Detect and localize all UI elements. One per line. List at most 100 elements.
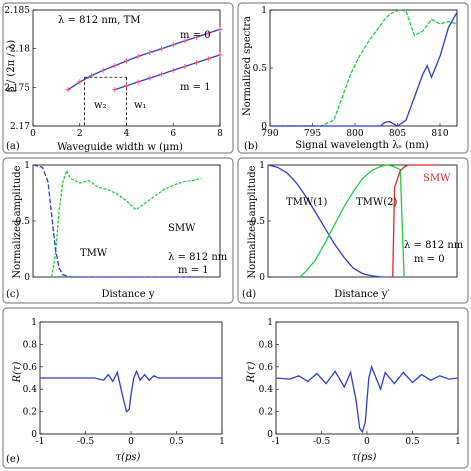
data-point-a — [112, 87, 118, 93]
panel-e-label: (e) — [6, 454, 20, 465]
x-tick-label-b: 790 — [261, 129, 278, 139]
panel-e-frame — [2, 307, 469, 469]
plot-e-right: -1 -0.5 0 0.5 1 0 0.2 0.4 0.6 0.8 1 — [259, 318, 461, 447]
y-tick-label-c: 0 — [24, 273, 30, 283]
data-point-a — [124, 83, 129, 89]
panel-c-lambda: λ = 812 nm — [168, 252, 228, 263]
series-line-c-1 — [32, 164, 202, 278]
panel-e-left-ylabel: R(τ) — [12, 361, 23, 383]
panel-c-frame — [2, 157, 234, 304]
data-point-a — [159, 71, 165, 77]
plot-e-left: -1 -0.5 0 0.5 1 0 0.2 0.4 0.6 0.8 1 — [23, 318, 225, 447]
panel-d-mode: m = 0 — [414, 254, 445, 265]
x-tick-label-e-right: 1 — [455, 437, 461, 447]
x-tick-label-a: 0 — [30, 129, 36, 139]
data-point-a — [205, 56, 211, 62]
y-tick-label-e-left: 0.6 — [23, 363, 38, 373]
y-tick-label-e-right: 1 — [267, 318, 273, 328]
data-point-a — [77, 79, 83, 85]
data-point-a — [170, 67, 176, 73]
panel-d-tmw1: TMW(1) — [286, 197, 327, 208]
data-point-a — [194, 34, 200, 40]
data-point-a — [205, 30, 211, 36]
y-tick-label-d: 0 — [259, 273, 265, 283]
panel-a-m1: m = 1 — [180, 82, 211, 93]
data-point-a — [182, 63, 188, 69]
x-tick-label-b: 795 — [304, 129, 321, 139]
data-point-a — [88, 73, 94, 79]
y-tick-label-e-left: 0.2 — [23, 408, 37, 418]
x-tick-label-b: 810 — [431, 129, 448, 139]
data-point-a — [112, 63, 118, 69]
y-tick-label-e-right: 0.6 — [259, 363, 274, 373]
panel-d-lambda: λ = 812 nm — [404, 240, 464, 251]
y-tick-label-b: 0.5 — [253, 64, 268, 74]
data-point-a — [135, 53, 141, 59]
y-tick-label-a: 2.175 — [4, 83, 30, 93]
y-tick-label-e-right: 0.4 — [259, 385, 274, 395]
panel-c-ylabel: Normalized amplitude — [12, 165, 23, 278]
x-tick-label-e-right: -0.5 — [313, 437, 331, 447]
data-point-a — [147, 50, 153, 56]
x-tick-label-e-left: 0.5 — [169, 437, 184, 447]
data-point-a — [194, 60, 200, 66]
y-tick-label-b: 1 — [261, 6, 267, 16]
y-tick-label-e-right: 0.8 — [259, 340, 274, 350]
data-point-a — [135, 79, 141, 85]
series-line-a-0 — [67, 28, 221, 91]
y-tick-label-e-left: 0 — [31, 430, 37, 440]
y-tick-label-a: 2.185 — [4, 6, 30, 16]
panel-b-label: (b) — [244, 141, 258, 152]
series-line-b-0 — [270, 9, 458, 127]
panel-b-frame — [237, 2, 469, 154]
x-tick-label-a: 6 — [170, 129, 176, 139]
panel-c-xlabel: Distance y — [101, 289, 154, 300]
series-line-b-1 — [270, 11, 458, 127]
series-line-a-1 — [114, 54, 221, 91]
y-tick-label-e-right: 0 — [267, 430, 273, 440]
data-point-a — [159, 46, 165, 52]
y-tick-label-d: 0.5 — [251, 217, 266, 227]
x-tick-label-b: 800 — [346, 129, 363, 139]
panel-a-xlabel: Waveguide width w (μm) — [57, 142, 183, 153]
y-tick-label-e-right: 0.2 — [259, 408, 273, 418]
panel-c-smw: SMW — [168, 223, 196, 234]
x-tick-label-e-left: -0.5 — [77, 437, 95, 447]
panel-b-ylabel: Normalized spectra — [242, 16, 253, 116]
y-tick-label-e-left: 0.8 — [23, 340, 38, 350]
panel-a-annotation: λ = 812 nm, TM — [58, 15, 141, 26]
panel-a-w1: w₁ — [134, 100, 147, 111]
x-tick-label-b: 805 — [389, 129, 406, 139]
panel-a-w2: w₂ — [94, 100, 107, 111]
plot-b: 790 795 800 805 810 0 0.5 1 — [253, 6, 458, 139]
x-tick-label-a: 4 — [124, 129, 130, 139]
panel-d-tmw2: TMW(2) — [356, 197, 397, 208]
y-tick-label-a: 2.17 — [10, 122, 30, 132]
series-line-e-right-0 — [275, 364, 459, 434]
panel-a-frame — [2, 2, 234, 154]
x-tick-label-a: 8 — [217, 129, 223, 139]
y-tick-label-c: 0.5 — [16, 217, 31, 227]
x-tick-label-a: 2 — [77, 129, 83, 139]
panel-e-left-xlabel: τ(ps) — [116, 452, 141, 463]
y-tick-label-e-left: 1 — [31, 318, 37, 328]
plot-a: 0 2 4 6 8 2.17 2.175 2.18 2.185 — [4, 6, 223, 139]
data-point-a — [65, 87, 71, 93]
y-tick-label-a: 2.18 — [10, 45, 30, 55]
y-tick-label-b: 0 — [261, 122, 267, 132]
panel-d-xlabel: Distance y′ — [334, 289, 390, 300]
data-point-a — [217, 52, 223, 58]
plot-d: 00.51 — [251, 161, 458, 283]
data-point-a — [147, 75, 153, 81]
series-line-d-1 — [299, 164, 405, 278]
panel-e-right-xlabel: τ(ps) — [352, 452, 377, 463]
panel-a-label: (a) — [6, 141, 20, 152]
data-point-a — [100, 67, 106, 73]
data-point-a — [124, 58, 129, 64]
x-tick-label-e-left: 1 — [219, 437, 225, 447]
panel-d-label: (d) — [242, 289, 256, 300]
panel-c-label: (c) — [6, 289, 20, 300]
panel-d-smw: SMW — [423, 173, 451, 184]
data-point-a — [182, 38, 188, 44]
axes-box-b — [269, 9, 458, 127]
